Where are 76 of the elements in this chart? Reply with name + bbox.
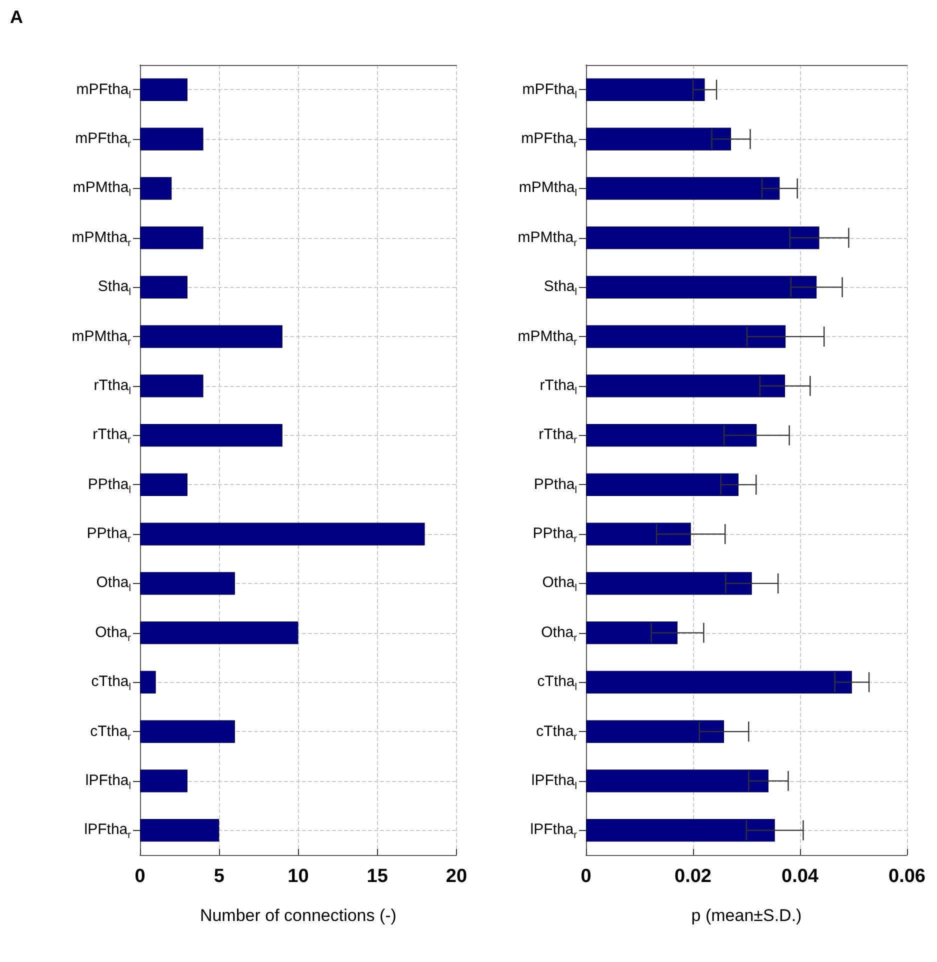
y-tick-label: mPMtha$_{l}$ (72, 178, 131, 200)
bar (140, 374, 204, 398)
y-tick-label: mPMtha$_{r}$ (518, 228, 577, 249)
x-axis-title: p (mean±S.D.) (691, 906, 802, 925)
y-tick-label: rTtha$_{l}$ (540, 376, 577, 397)
y-tick-label: mPFtha$_{r}$ (75, 129, 131, 150)
bar (586, 424, 757, 447)
y-tick-label: mPMtha$_{r}$ (518, 326, 577, 348)
y-tick-label: lPFtha$_{r}$ (530, 820, 577, 842)
bar (140, 128, 204, 150)
bar (586, 78, 705, 102)
bar (586, 128, 731, 150)
y-tick-label: mPFtha$_{l}$ (76, 80, 131, 101)
bar (140, 720, 235, 743)
x-tick-label: 0.06 (888, 866, 926, 887)
bar (586, 621, 678, 644)
bar (140, 770, 188, 792)
y-tick-label: mPMtha$_{r}$ (72, 326, 131, 348)
y-tick-label: PPtha$_{l}$ (534, 474, 577, 496)
y-tick-label: cTtha$_{l}$ (91, 672, 131, 694)
y-tick-label: rTtha$_{l}$ (94, 376, 131, 397)
bar (586, 720, 724, 743)
y-tick-label: cTtha$_{r}$ (536, 722, 577, 743)
y-tick-label: lPFtha$_{l}$ (85, 770, 131, 792)
y-tick-label: PPtha$_{r}$ (86, 524, 131, 546)
y-tick-label: rTtha$_{r}$ (92, 425, 131, 446)
y-tick-label: Stha$_{l}$ (98, 277, 131, 298)
bar (140, 473, 188, 496)
bar (586, 374, 786, 398)
y-tick-label: mPFtha$_{r}$ (521, 129, 577, 150)
bar (586, 325, 786, 348)
bar (140, 78, 188, 102)
x-tick-label: 15 (366, 866, 388, 887)
y-tick-label: rTtha$_{r}$ (538, 425, 577, 446)
x-tick-label: 5 (214, 866, 225, 887)
y-tick-label: cTtha$_{r}$ (90, 722, 131, 743)
bar (140, 818, 220, 842)
y-tick-label: mPFtha$_{l}$ (522, 80, 577, 101)
x-tick-label: 0.04 (782, 866, 819, 887)
text: A (10, 7, 23, 27)
bar (586, 276, 817, 299)
y-tick-label: mPMtha$_{l}$ (518, 178, 577, 200)
y-tick-label: PPtha$_{r}$ (532, 524, 577, 546)
bar (140, 424, 282, 447)
bar (140, 572, 235, 595)
x-tick-label: 10 (288, 866, 309, 887)
bar (586, 226, 820, 250)
bar (586, 522, 691, 546)
y-tick-label: Otha$_{r}$ (95, 622, 131, 644)
y-tick-label: Otha$_{r}$ (541, 622, 577, 644)
bar (140, 276, 188, 299)
x-tick-label: 20 (446, 866, 468, 887)
bar (586, 473, 738, 496)
bar (586, 177, 780, 200)
bar (140, 325, 282, 348)
bar (586, 670, 852, 694)
bar (586, 770, 768, 792)
bar (586, 572, 752, 595)
y-tick-label: PPtha$_{l}$ (88, 474, 131, 496)
x-axis-title: Number of connections (-) (200, 906, 396, 925)
y-tick-label: lPFtha$_{l}$ (531, 770, 577, 792)
bar (140, 522, 425, 546)
bar (140, 670, 156, 694)
x-tick-label: 0 (580, 866, 592, 887)
bar (586, 818, 775, 842)
y-tick-label: mPMtha$_{r}$ (72, 228, 131, 249)
bar (140, 621, 298, 644)
x-tick-label: 0.02 (674, 866, 712, 887)
y-tick-label: Stha$_{l}$ (544, 277, 577, 298)
y-tick-label: cTtha$_{l}$ (537, 672, 577, 694)
y-tick-label: Otha$_{l}$ (542, 573, 577, 594)
y-tick-label: Otha$_{l}$ (96, 573, 131, 594)
bar (140, 226, 204, 250)
bar (140, 177, 172, 200)
x-tick-label: 0 (134, 866, 146, 887)
y-tick-label: lPFtha$_{r}$ (84, 820, 131, 842)
